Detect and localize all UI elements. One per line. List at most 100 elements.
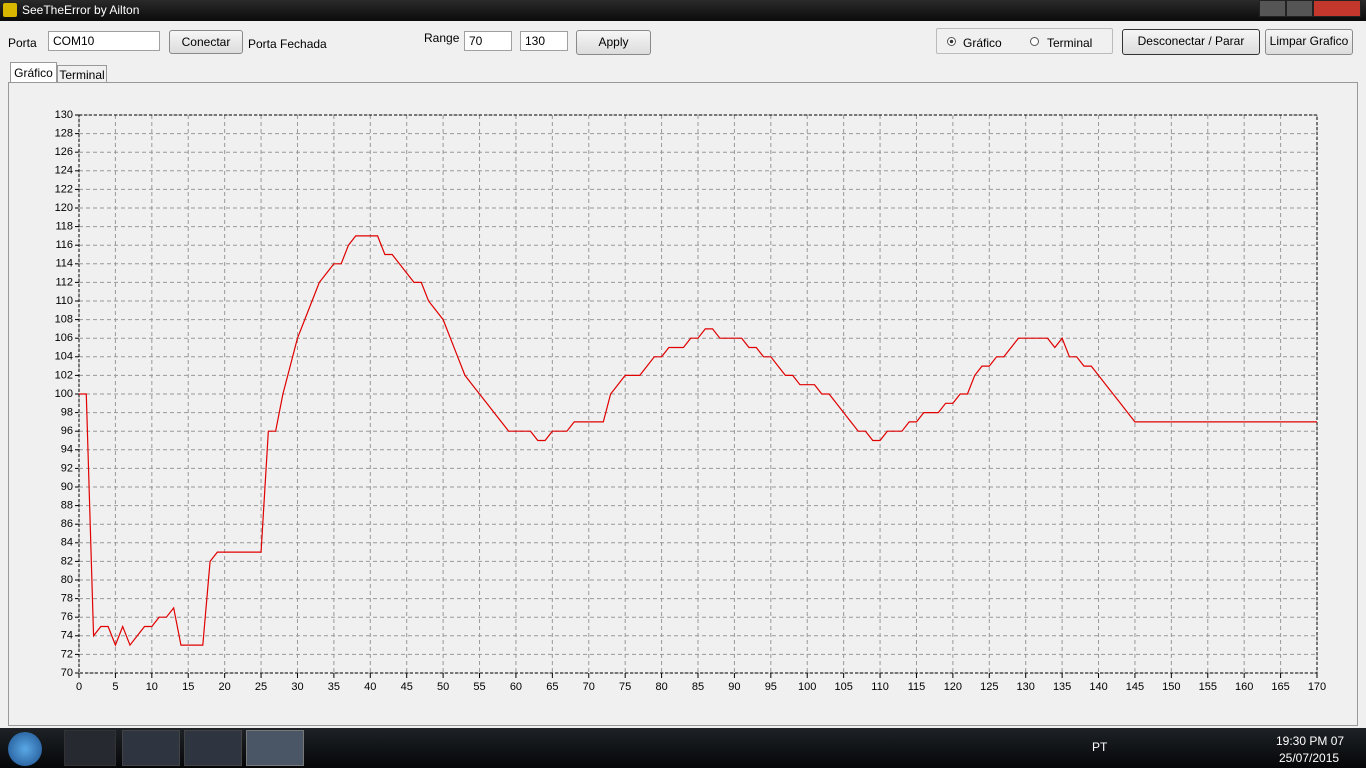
x-tick-label: 70: [583, 681, 595, 693]
apply-button[interactable]: Apply: [576, 30, 651, 55]
y-tick-label: 92: [61, 462, 73, 474]
x-tick-label: 90: [728, 681, 740, 693]
x-tick-label: 140: [1089, 681, 1107, 693]
y-tick-label: 82: [61, 555, 73, 567]
y-tick-label: 118: [55, 221, 73, 233]
y-tick-label: 116: [55, 239, 73, 251]
x-tick-label: 0: [76, 681, 82, 693]
x-tick-label: 95: [765, 681, 777, 693]
radio-button[interactable]: [1030, 37, 1039, 46]
y-tick-label: 102: [55, 369, 73, 381]
x-tick-label: 15: [182, 681, 194, 693]
x-tick-label: 105: [834, 681, 852, 693]
y-tick-label: 104: [55, 351, 73, 363]
mode-group: Gráfico Terminal: [936, 28, 1113, 54]
y-tick-label: 98: [61, 407, 73, 419]
taskbar: PT 19:30 PM 07 25/07/2015: [0, 728, 1366, 768]
y-tick-label: 78: [61, 593, 73, 605]
port-label: Porta: [8, 36, 37, 50]
y-tick-label: 114: [55, 258, 73, 270]
y-tick-label: 74: [61, 630, 73, 642]
x-tick-label: 155: [1199, 681, 1217, 693]
x-tick-label: 110: [871, 681, 889, 693]
clock-date: 25/07/2015: [1279, 751, 1340, 765]
y-tick-label: 112: [55, 276, 73, 288]
x-tick-label: 65: [546, 681, 558, 693]
y-tick-label: 100: [55, 388, 73, 400]
y-tick-label: 80: [61, 574, 73, 586]
minimize[interactable]: [1259, 0, 1286, 17]
tab[interactable]: Terminal: [57, 65, 107, 83]
y-tick-label: 110: [55, 295, 73, 307]
data-line: [79, 235, 1317, 647]
taskbar-app-active[interactable]: [246, 730, 304, 766]
y-tick-label: 88: [61, 500, 73, 512]
x-tick-label: 115: [908, 681, 926, 693]
x-tick-label: 55: [473, 681, 485, 693]
title-bar: SeeTheError by Ailton: [0, 0, 1366, 21]
x-tick-label: 35: [328, 681, 340, 693]
radio-button[interactable]: [947, 37, 956, 46]
x-tick-label: 5: [112, 681, 118, 693]
y-tick-label: 96: [61, 425, 73, 437]
x-tick-label: 145: [1126, 681, 1144, 693]
taskbar-app[interactable]: [64, 730, 116, 766]
y-tick-label: 70: [61, 667, 73, 679]
x-tick-label: 40: [364, 681, 376, 693]
taskbar-app[interactable]: [184, 730, 242, 766]
start-button[interactable]: [8, 732, 42, 766]
x-tick-label: 120: [944, 681, 962, 693]
tab-active[interactable]: Gráfico: [10, 62, 57, 83]
language[interactable]: PT: [1092, 740, 1108, 754]
radio-label: Gráfico: [963, 36, 1002, 50]
range-label: Range: [424, 31, 460, 45]
y-tick-label: 120: [55, 202, 73, 214]
taskbar-app[interactable]: [122, 730, 180, 766]
x-tick-label: 10: [146, 681, 158, 693]
x-tick-label: 75: [619, 681, 631, 693]
x-tick-label: 25: [255, 681, 267, 693]
y-tick-label: 128: [55, 128, 73, 140]
y-tick-label: 76: [61, 611, 73, 623]
port-combo[interactable]: COM10: [48, 31, 160, 51]
x-tick-label: 30: [291, 681, 303, 693]
y-tick-label: 122: [55, 183, 73, 195]
clock-time: 19:30 PM 07: [1276, 734, 1345, 748]
port-value: COM10: [53, 34, 95, 48]
x-tick-label: 130: [1017, 681, 1035, 693]
x-tick-label: 45: [401, 681, 413, 693]
chart: 7072747678808284868890929496981001021041…: [55, 109, 1327, 693]
close[interactable]: [1313, 0, 1361, 17]
y-tick-label: 94: [61, 444, 73, 456]
x-tick-label: 170: [1308, 681, 1326, 693]
y-tick-label: 126: [55, 146, 73, 158]
port-status: Porta Fechada: [248, 37, 327, 51]
maximize[interactable]: [1286, 0, 1313, 17]
x-tick-label: 20: [219, 681, 231, 693]
x-tick-label: 135: [1053, 681, 1071, 693]
x-tick-label: 160: [1235, 681, 1253, 693]
y-tick-label: 130: [55, 109, 73, 121]
x-tick-label: 165: [1271, 681, 1289, 693]
y-tick-label: 106: [55, 332, 73, 344]
radio-label: Terminal: [1047, 36, 1093, 50]
y-tick-label: 84: [61, 537, 73, 549]
x-tick-label: 60: [510, 681, 522, 693]
y-tick-label: 90: [61, 481, 73, 493]
y-tick-label: 124: [55, 165, 73, 177]
disconnect-button[interactable]: Desconectar / Parar: [1122, 29, 1260, 55]
x-tick-label: 125: [980, 681, 998, 693]
app-icon: [3, 3, 17, 17]
x-tick-label: 150: [1162, 681, 1180, 693]
range-max[interactable]: 130: [520, 31, 568, 51]
x-tick-label: 80: [655, 681, 667, 693]
range-min[interactable]: 70: [464, 31, 512, 51]
x-tick-label: 85: [692, 681, 704, 693]
y-tick-label: 72: [61, 648, 73, 660]
y-tick-label: 108: [55, 314, 73, 326]
clear-button[interactable]: Limpar Grafico: [1265, 29, 1353, 55]
y-tick-label: 86: [61, 518, 73, 530]
connect-button[interactable]: Conectar: [169, 30, 243, 54]
window-title: SeeTheError by Ailton: [22, 3, 140, 17]
